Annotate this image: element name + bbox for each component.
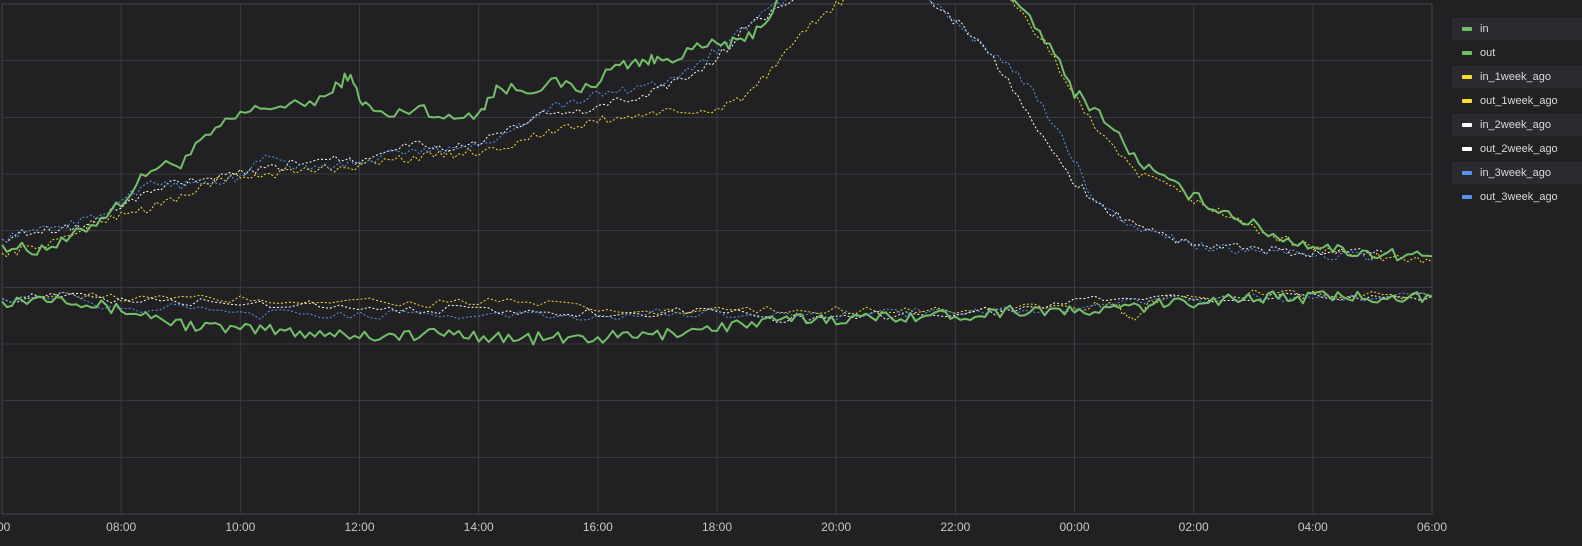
legend-label: in_1week_ago (1480, 71, 1551, 83)
legend-swatch (1462, 123, 1472, 127)
x-tick-label: 10:00 (225, 520, 255, 534)
x-axis: :00 08:00 10:00 12:00 14:00 16:00 18:00 20:00 22… (0, 520, 1447, 534)
x-tick-label: 00:00 (1059, 520, 1089, 534)
legend-label: out (1480, 47, 1496, 59)
legend-swatch (1462, 147, 1472, 151)
x-tick-label: 08:00 (106, 520, 136, 534)
legend-item-out-1week-ago[interactable]: out_1week_ago (1452, 90, 1582, 112)
legend-label: out_1week_ago (1480, 95, 1558, 107)
x-tick-label: 12:00 (344, 520, 374, 534)
legend: in out in_1week_ago out_1week_ago in_2week_a… (1452, 18, 1582, 210)
legend-label: in_3week_ago (1480, 167, 1551, 179)
legend-label: out_3week_ago (1480, 191, 1558, 203)
series-line-out-3week-ago (1, 292, 1433, 321)
x-tick-label: 18:00 (702, 520, 732, 534)
series-line-out-2week-ago (1, 292, 1433, 323)
series-line-in-1week-ago (1, 0, 1433, 264)
chart-grid (1, 3, 1433, 515)
legend-label: out_2week_ago (1480, 143, 1558, 155)
plot-area (1, 0, 1433, 346)
legend-item-out-2week-ago[interactable]: out_2week_ago (1452, 138, 1582, 160)
legend-item-in-2week-ago[interactable]: in_2week_ago (1452, 114, 1582, 136)
legend-swatch (1462, 51, 1472, 55)
x-tick-label: 04:00 (1298, 520, 1328, 534)
x-tick-label: 02:00 (1179, 520, 1209, 534)
series-line-in-2week-ago (1, 0, 1385, 257)
legend-item-out-3week-ago[interactable]: out_3week_ago (1452, 186, 1582, 208)
legend-label: in_2week_ago (1480, 119, 1551, 131)
series-line-in (1, 0, 1433, 262)
legend-swatch (1462, 27, 1472, 31)
legend-swatch (1462, 99, 1472, 103)
plot-border (1, 3, 1433, 515)
x-tick-label: 20:00 (821, 520, 851, 534)
legend-item-out[interactable]: out (1452, 42, 1582, 64)
series-line-in-3week-ago (1, 0, 1373, 262)
legend-item-in[interactable]: in (1452, 18, 1582, 40)
legend-item-in-1week-ago[interactable]: in_1week_ago (1452, 66, 1582, 88)
legend-swatch (1462, 171, 1472, 175)
legend-swatch (1462, 75, 1472, 79)
x-tick-label: 06:00 (1417, 520, 1447, 534)
x-tick-label: :00 (0, 520, 11, 534)
legend-swatch (1462, 195, 1472, 199)
x-tick-label: 16:00 (583, 520, 613, 534)
x-tick-label: 22:00 (940, 520, 970, 534)
x-tick-label: 14:00 (464, 520, 494, 534)
legend-item-in-3week-ago[interactable]: in_3week_ago (1452, 162, 1582, 184)
legend-label: in (1480, 23, 1489, 35)
series-line-out (1, 290, 1433, 346)
